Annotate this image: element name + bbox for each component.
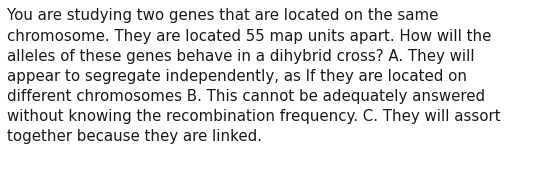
Text: You are studying two genes that are located on the same
chromosome. They are loc: You are studying two genes that are loca… bbox=[7, 8, 501, 144]
